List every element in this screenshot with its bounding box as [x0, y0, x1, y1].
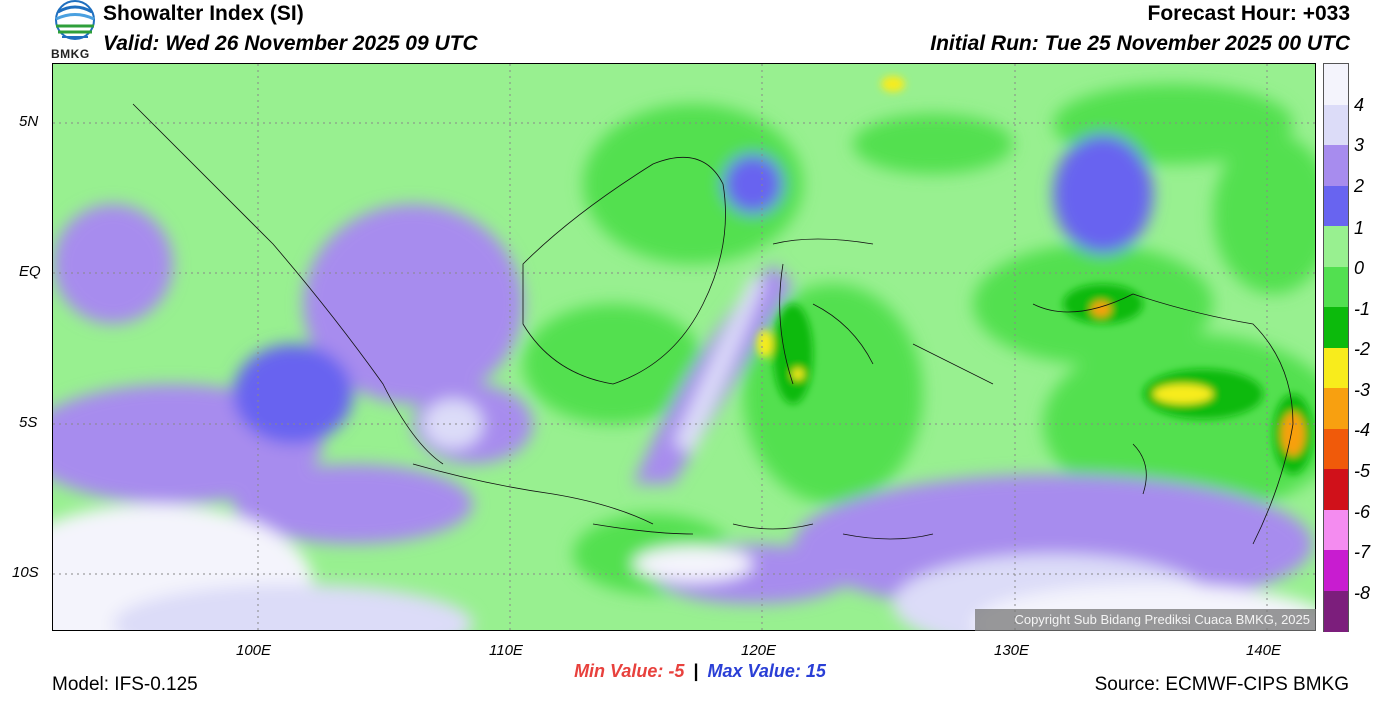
colorbar-label: 4 [1354, 95, 1365, 115]
value-separator: | [693, 661, 699, 681]
lon-label-100e: 100E [236, 642, 272, 659]
lon-label-110e: 110E [489, 642, 523, 659]
colorbar-segment [1324, 388, 1348, 429]
colorbar-segment [1324, 185, 1348, 227]
colorbar-segment [1324, 226, 1348, 267]
max-value: 15 [805, 661, 826, 681]
lat-label-eq: EQ [19, 263, 41, 280]
colorbar-segment [1324, 347, 1348, 389]
map-area[interactable] [52, 63, 1316, 631]
grid-lines [53, 64, 1315, 630]
colorbar-label: 1 [1354, 218, 1365, 238]
initial-run: Initial Run: Tue 25 November 2025 00 UTC [930, 32, 1350, 55]
colorbar-label: -4 [1354, 420, 1371, 440]
lon-label-140e: 140E [1246, 642, 1282, 659]
colorbar-label: 3 [1354, 135, 1365, 155]
index-field [53, 84, 1315, 630]
colorbar-segment [1324, 64, 1348, 105]
lat-label-5s: 5S [19, 414, 38, 431]
colorbar-segment [1324, 509, 1348, 551]
colorbar-label: -7 [1354, 542, 1371, 562]
unstable-cells [757, 76, 1313, 474]
model-name: Model: IFS-0.125 [52, 674, 198, 695]
min-value: -5 [668, 661, 685, 681]
colorbar-segment [1324, 104, 1348, 146]
colorbar-label: -3 [1354, 380, 1371, 400]
colorbar [1323, 63, 1349, 632]
logo-text: BMKG [51, 47, 90, 61]
min-max-values: Min Value: -5 | Max Value: 15 [0, 661, 1400, 682]
colorbar-segment [1324, 307, 1348, 348]
colorbar-label: -2 [1354, 339, 1371, 359]
min-label: Min Value: [574, 661, 664, 681]
colorbar-label: 2 [1354, 176, 1365, 196]
colorbar-segment [1324, 550, 1348, 591]
colorbar-segment [1324, 266, 1348, 308]
bmkg-logo [50, 0, 100, 60]
lat-label-10s: 10S [12, 564, 39, 581]
forecast-hour: Forecast Hour: +033 [1147, 2, 1351, 25]
copyright-notice: Copyright Sub Bidang Prediksi Cuaca BMKG… [975, 609, 1316, 631]
colorbar-label: -1 [1354, 299, 1371, 319]
colorbar-segment [1324, 469, 1348, 510]
max-label: Max Value: [707, 661, 801, 681]
lat-label-5n: 5N [19, 113, 39, 130]
data-source: Source: ECMWF-CIPS BMKG [1094, 674, 1349, 695]
chart-title: Showalter Index (SI) [103, 2, 304, 25]
valid-time: Valid: Wed 26 November 2025 09 UTC [103, 32, 478, 55]
map-svg [53, 64, 1315, 630]
colorbar-label: -8 [1354, 583, 1371, 603]
lon-label-120e: 120E [741, 642, 777, 659]
colorbar-segment [1324, 428, 1348, 470]
colorbar-label: 0 [1354, 258, 1365, 278]
lon-label-130e: 130E [994, 642, 1030, 659]
colorbar-segment [1324, 145, 1348, 186]
coastlines [132, 103, 1294, 545]
colorbar-label: -6 [1354, 502, 1371, 522]
colorbar-label: -5 [1354, 461, 1371, 481]
colorbar-segment [1324, 590, 1348, 632]
